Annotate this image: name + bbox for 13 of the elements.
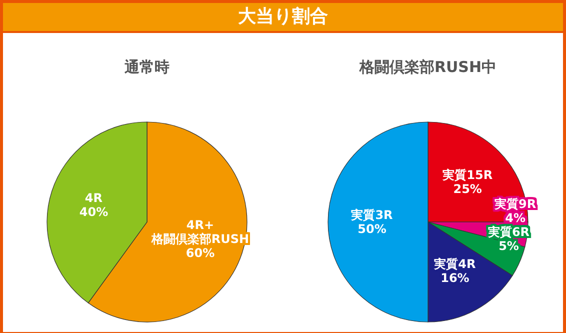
data-label: 5% (498, 239, 520, 254)
data-label: 60% (184, 246, 216, 260)
data-label: 40% (79, 204, 108, 219)
slice-label: 4R (84, 190, 104, 205)
slice-label: 実質3R (351, 208, 393, 222)
data-label: 50% (356, 222, 388, 236)
data-label: 16% (440, 271, 470, 286)
data-label: 25% (452, 182, 483, 196)
chart-title: 通常時 (124, 58, 170, 77)
slice-label: 実質15R (442, 168, 493, 182)
slice-label: 実質4R (434, 257, 476, 272)
chart-title: 格闘倶楽部RUSH中 (359, 58, 497, 77)
text: 大当り割合 (0, 0, 566, 31)
